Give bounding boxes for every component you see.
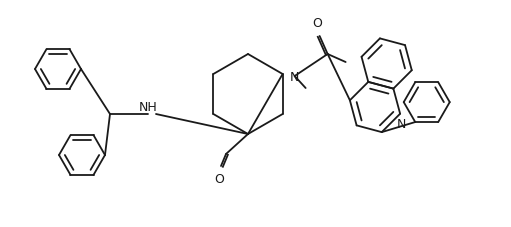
Text: N: N: [290, 70, 299, 83]
Text: O: O: [313, 17, 322, 30]
Text: N: N: [397, 117, 406, 130]
Text: O: O: [214, 172, 224, 185]
Text: NH: NH: [138, 101, 157, 114]
